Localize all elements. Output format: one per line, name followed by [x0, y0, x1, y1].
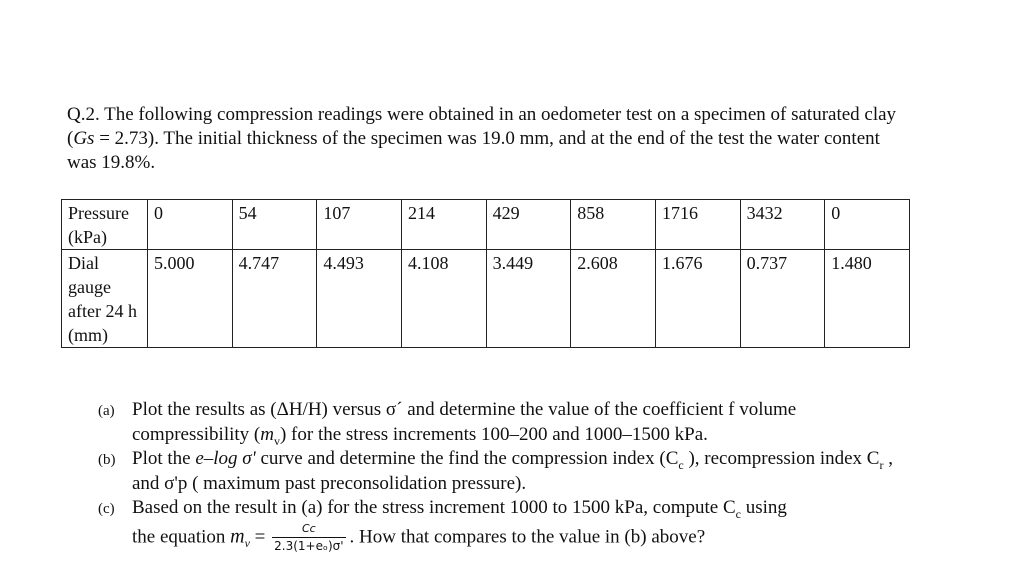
dial-gauge-cell: 4.493 — [316, 249, 402, 348]
dial-gauge-cell: 1.676 — [654, 249, 741, 348]
pressure-cell: 429 — [485, 199, 572, 250]
fraction-numerator: Cc — [272, 522, 346, 538]
gs-symbol: Gs — [73, 128, 95, 149]
cr-subscript: r — [879, 457, 884, 472]
question-a-label: (a) — [98, 403, 115, 419]
question-b: (b) Plot the e–log σ' curve and determin… — [98, 447, 918, 496]
dial-gauge-header: Dial gauge after 24 h (mm) — [61, 249, 148, 348]
question-intro: Q.2. The following compression readings … — [67, 103, 897, 175]
mv-subscript: v — [273, 433, 280, 448]
question-b-text-4: , and σ'p ( maximum past preconsolidatio… — [132, 448, 893, 494]
question-b-label: (b) — [98, 452, 116, 468]
question-a-text-1: Plot the results as (ΔH/H) versus σ´ and… — [132, 399, 797, 445]
mv-subscript: v — [244, 535, 250, 550]
sub-questions: (a) Plot the results as (ΔH/H) versus σ´… — [98, 398, 918, 554]
dial-gauge-cell: 5.000 — [147, 249, 233, 348]
pressure-cell: 0 — [824, 199, 910, 250]
question-c: (c) Based on the result in (a) for the s… — [98, 496, 918, 521]
pressure-cell: 214 — [400, 199, 487, 250]
dial-gauge-cell: 4.108 — [400, 249, 487, 348]
equation-equals: = — [249, 525, 266, 547]
question-c-label: (c) — [98, 501, 115, 517]
fraction-denominator: 2.3(1+eₒ)σ' — [274, 538, 344, 553]
pressure-cell: 107 — [316, 199, 402, 250]
pressure-cell: 54 — [231, 199, 318, 250]
pressure-cell: 858 — [570, 199, 656, 250]
question-c-text-1: Based on the result in (a) for the stres… — [132, 497, 736, 518]
dial-gauge-cell: 1.480 — [824, 249, 910, 348]
question-b-text-1: Plot the — [132, 448, 196, 469]
pressure-row: Pressure (kPa) 0 54 107 214 429 858 1716… — [61, 199, 910, 250]
cc-subscript: c — [678, 457, 684, 472]
question-text: Q.2. The following compression readings … — [67, 103, 897, 175]
dial-gauge-cell: 2.608 — [570, 249, 656, 348]
intro-part-1: Q.2. The following compression readings … — [67, 104, 897, 149]
dial-gauge-cell: 3.449 — [485, 249, 572, 348]
equation-prefix: the equation — [132, 525, 231, 547]
pressure-header: Pressure (kPa) — [61, 199, 148, 250]
question-c-text-3: . How that compares to the value in (b) … — [349, 525, 706, 547]
question-c-equation-line: the equation mv = Cc 2.3(1+eₒ)σ' . How t… — [98, 522, 918, 554]
pressure-cell: 1716 — [654, 199, 741, 250]
mv-symbol: m — [260, 423, 274, 445]
pressure-cell: 0 — [147, 199, 233, 250]
mv-symbol: m — [230, 524, 245, 547]
dial-gauge-cell: 4.747 — [231, 249, 318, 348]
readings-table: Pressure (kPa) 0 54 107 214 429 858 1716… — [61, 199, 910, 348]
question-a-text-2: ) for the stress increments 100–200 and … — [279, 423, 708, 445]
question-b-text-3: ), recompression index C — [683, 448, 880, 469]
e-log-symbol: e–log σ' — [195, 448, 256, 469]
cc-subscript: c — [735, 506, 741, 521]
dial-gauge-cell: 0.737 — [739, 249, 826, 348]
equation-fraction: Cc 2.3(1+eₒ)σ' — [272, 522, 346, 554]
question-a: (a) Plot the results as (ΔH/H) versus σ´… — [98, 398, 918, 447]
dial-gauge-row: Dial gauge after 24 h (mm) 5.000 4.747 4… — [61, 249, 910, 348]
question-b-text-2: curve and determine the find the compres… — [255, 448, 679, 469]
pressure-cell: 3432 — [739, 199, 826, 250]
intro-part-2: = 2.73). The initial thickness of the sp… — [67, 128, 880, 173]
question-c-text-2: using — [740, 497, 787, 518]
